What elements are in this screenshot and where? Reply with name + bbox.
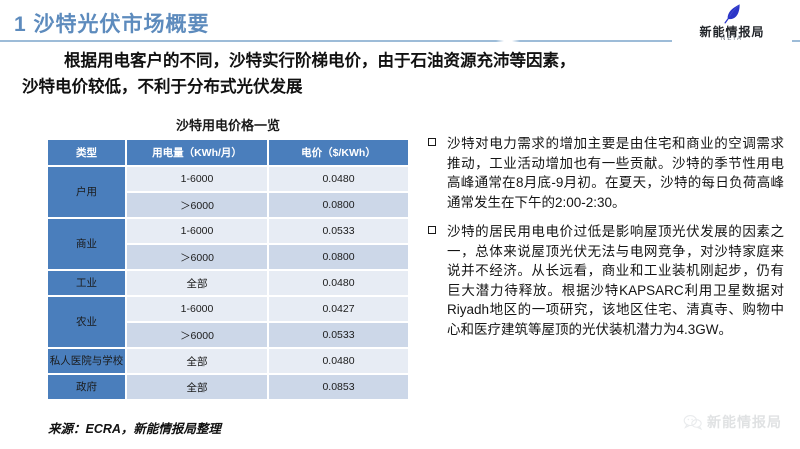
- cell-price: 0.0533: [268, 218, 408, 245]
- analysis-bullet-list: 沙特对电力需求的增加主要是由住宅和商业的空调需求推动，工业活动增加也有一些贡献。…: [428, 134, 784, 349]
- cell-usage: ＞6000: [126, 244, 269, 271]
- cell-usage: 1-6000: [126, 296, 269, 323]
- watermark-text: 新能情报局: [707, 414, 782, 430]
- cell-price: 0.0853: [268, 374, 408, 401]
- table-row: 工业 全部 0.0480: [48, 270, 408, 297]
- cell-category: 农业: [48, 296, 127, 349]
- cell-category: 政府: [48, 374, 127, 401]
- table-row: 农业 1-6000 0.0427: [48, 296, 408, 349]
- cell-category: 工业: [48, 270, 127, 297]
- bullet-item: 沙特的居民用电电价过低是影响屋顶光伏发展的因素之一，总体来说屋顶光伏无法与电网竞…: [428, 222, 784, 339]
- electricity-rate-table: 类型 用电量（KWh/月） 电价（$/KWh） 户用 1-6000 0.0480 ＞6…: [48, 140, 408, 401]
- table-row: 户用 1-6000 0.0480: [48, 166, 408, 219]
- cell-category: 户用: [48, 166, 127, 219]
- lead-statement: 根据用电客户的不同，沙特实行阶梯电价，由于石油资源充沛等因素， 沙特电价较低，不…: [22, 48, 782, 100]
- column-header-price: 电价（$/KWh）: [268, 140, 408, 167]
- cell-usage: ＞6000: [126, 192, 269, 219]
- header-divider: [0, 40, 800, 42]
- watermark: 新能情报局: [683, 412, 782, 432]
- cell-category: 商业: [48, 218, 127, 271]
- cell-usage: 全部: [126, 348, 269, 375]
- table-caption: 沙特用电价格一览: [175, 118, 280, 133]
- cell-category: 私人医院与学校: [48, 348, 127, 375]
- table-header-row: 类型 用电量（KWh/月） 电价（$/KWh）: [48, 140, 408, 167]
- table-row: 商业 1-6000 0.0533: [48, 218, 408, 271]
- column-header-type: 类型: [48, 140, 127, 167]
- cell-price: 0.0480: [268, 270, 408, 297]
- cell-usage: 全部: [126, 374, 269, 401]
- cell-price: 0.0480: [268, 348, 408, 375]
- cell-price: 0.0800: [268, 244, 408, 271]
- cell-price: 0.0800: [268, 192, 408, 219]
- cell-usage: 全部: [126, 270, 269, 297]
- bullet-item: 沙特对电力需求的增加主要是由住宅和商业的空调需求推动，工业活动增加也有一些贡献。…: [428, 134, 784, 212]
- page-title: 1 沙特光伏市场概要: [14, 13, 210, 36]
- column-header-usage: 用电量（KWh/月）: [126, 140, 269, 167]
- wechat-bubble-icon: [683, 415, 702, 430]
- cell-price: 0.0533: [268, 322, 408, 349]
- feather-icon: [724, 4, 740, 24]
- cell-usage: 1-6000: [126, 166, 269, 193]
- brand-logo: 新能情报局 NEIA: [672, 2, 792, 44]
- bullet-text: 沙特的居民用电电价过低是影响屋顶光伏发展的因素之一，总体来说屋顶光伏无法与电网竞…: [447, 224, 784, 337]
- bullet-text: 沙特对电力需求的增加主要是由住宅和商业的空调需求推动，工业活动增加也有一些贡献。…: [447, 136, 784, 210]
- table-body: 户用 1-6000 0.0480 ＞6000 0.0800 商业 1-6000 0.0533 ＞…: [48, 166, 408, 401]
- lead-line-2: 沙特电价较低，不利于分布式光伏发展: [22, 78, 303, 96]
- source-note: 来源：ECRA，新能情报局整理: [48, 422, 221, 436]
- table-row: 政府 全部 0.0853: [48, 374, 408, 401]
- table-row: ＞6000 0.0800: [48, 244, 408, 271]
- brand-subtitle: NEIA: [720, 36, 743, 42]
- cell-price: 0.0427: [268, 296, 408, 323]
- table-row: ＞6000 0.0533: [48, 322, 408, 349]
- bullet-square-icon: [428, 226, 436, 234]
- cell-usage: ＞6000: [126, 322, 269, 349]
- table-row: 私人医院与学校 全部 0.0480: [48, 348, 408, 375]
- table-row: ＞6000 0.0800: [48, 192, 408, 219]
- bullet-square-icon: [428, 138, 436, 146]
- brand-name: 新能情报局: [699, 25, 765, 39]
- lead-line-1: 根据用电客户的不同，沙特实行阶梯电价，由于石油资源充沛等因素，: [64, 52, 576, 70]
- cell-price: 0.0480: [268, 166, 408, 193]
- cell-usage: 1-6000: [126, 218, 269, 245]
